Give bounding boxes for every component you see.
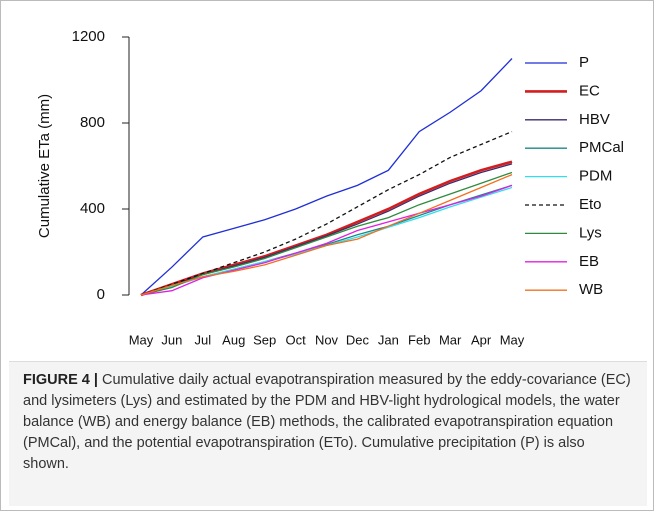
x-tick-label: May	[129, 332, 154, 347]
legend-label: Lys	[579, 224, 602, 241]
x-tick-label: Apr	[471, 332, 492, 347]
x-tick-label: Mar	[439, 332, 462, 347]
legend-label: EB	[579, 253, 599, 270]
x-tick-label: Feb	[408, 332, 430, 347]
chart: Cumulative ETa (mm) May Jun Jul Aug Sep Oct No…	[36, 28, 624, 347]
x-tick-label: Jan	[378, 332, 399, 347]
x-tick-label: May	[500, 332, 525, 347]
series-line	[140, 171, 513, 296]
legend-label: WB	[579, 281, 603, 298]
x-tick-label: Jun	[161, 332, 182, 347]
legend-label: PDM	[579, 168, 612, 185]
caption: FIGURE 4 | Cumulative daily actual evapo…	[9, 361, 647, 506]
legend-label: HBV	[579, 111, 610, 128]
series-line	[140, 58, 513, 296]
x-tick-label: Oct	[285, 332, 306, 347]
y-tick-label: 1200	[72, 28, 105, 45]
x-tick-label: Jul	[195, 332, 212, 347]
y-tick-label: 800	[80, 114, 105, 131]
legend-label: EC	[579, 82, 600, 99]
y-tick-label: 0	[97, 286, 105, 303]
x-tick-label: Dec	[346, 332, 370, 347]
y-axis-label: Cumulative ETa (mm)	[36, 94, 53, 238]
series-line	[140, 184, 513, 296]
legend-label: P	[579, 54, 589, 71]
x-tick-label: Aug	[222, 332, 245, 347]
x-tick-label: Sep	[253, 332, 276, 347]
caption-text: Cumulative daily actual evapotranspirati…	[23, 372, 631, 472]
caption-label: FIGURE 4 |	[23, 372, 98, 388]
x-tick-label: Nov	[315, 332, 339, 347]
y-tick-label: 400	[80, 200, 105, 217]
series-line	[140, 131, 513, 296]
legend-label: Eto	[579, 196, 602, 213]
series-line	[140, 174, 513, 296]
legend-label: PMCal	[579, 139, 624, 156]
